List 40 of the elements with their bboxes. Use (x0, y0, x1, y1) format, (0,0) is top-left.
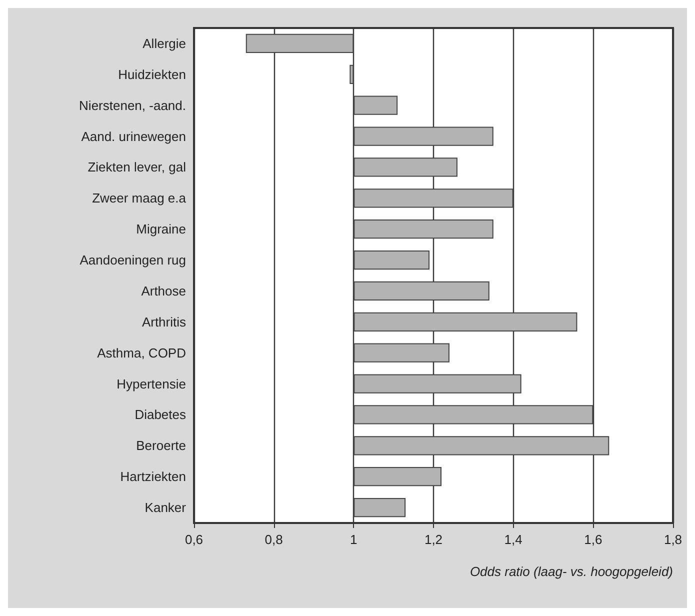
bar (246, 34, 354, 54)
bar (354, 343, 450, 362)
x-tick-label: 1,8 (664, 532, 682, 547)
bar (354, 467, 442, 486)
bar (354, 405, 594, 424)
bar (354, 126, 494, 146)
bar (354, 436, 610, 456)
y-tick-label: Migraine (136, 222, 186, 237)
y-tick-label: Nierstenen, -aand. (79, 98, 186, 113)
x-tick-label: 1,4 (504, 532, 522, 547)
y-tick-label: Zweer maag e.a (92, 190, 187, 206)
y-tick-label: Aandoeningen rug (80, 252, 186, 268)
bar (350, 64, 354, 84)
y-tick-label: Beroerte (136, 438, 186, 454)
y-tick-label: Hartziekten (120, 469, 186, 484)
bar (354, 374, 522, 394)
y-tick-label: Asthma, COPD (97, 345, 186, 360)
x-tick-label: 0,8 (264, 532, 283, 547)
y-tick-label: Arthritis (142, 314, 186, 330)
y-tick-label: Hypertensie (116, 376, 186, 392)
y-tick-label: Huidziekten (118, 66, 186, 82)
x-tick-label: 0,6 (184, 532, 204, 547)
y-tick-label: Kanker (144, 500, 187, 516)
y-tick-label: Aand. urinewegen (81, 128, 186, 144)
bar (354, 188, 514, 208)
bar (354, 250, 430, 270)
bar (354, 281, 490, 301)
x-axis-title: Odds ratio (laag- vs. hoogopgeleid) (470, 564, 673, 579)
x-tick-label: 1,6 (584, 532, 602, 547)
bar (354, 96, 398, 115)
bar (354, 312, 578, 332)
bar (354, 158, 458, 177)
bar (354, 498, 406, 518)
x-tick-label: 1 (350, 532, 358, 547)
bar (354, 220, 494, 239)
y-tick-label: Allergie (142, 36, 186, 51)
y-tick-label: Ziekten lever, gal (88, 160, 186, 175)
y-tick-label: Arthose (141, 283, 186, 298)
y-tick-label: Diabetes (134, 407, 186, 422)
x-tick-label: 1,2 (424, 532, 443, 547)
